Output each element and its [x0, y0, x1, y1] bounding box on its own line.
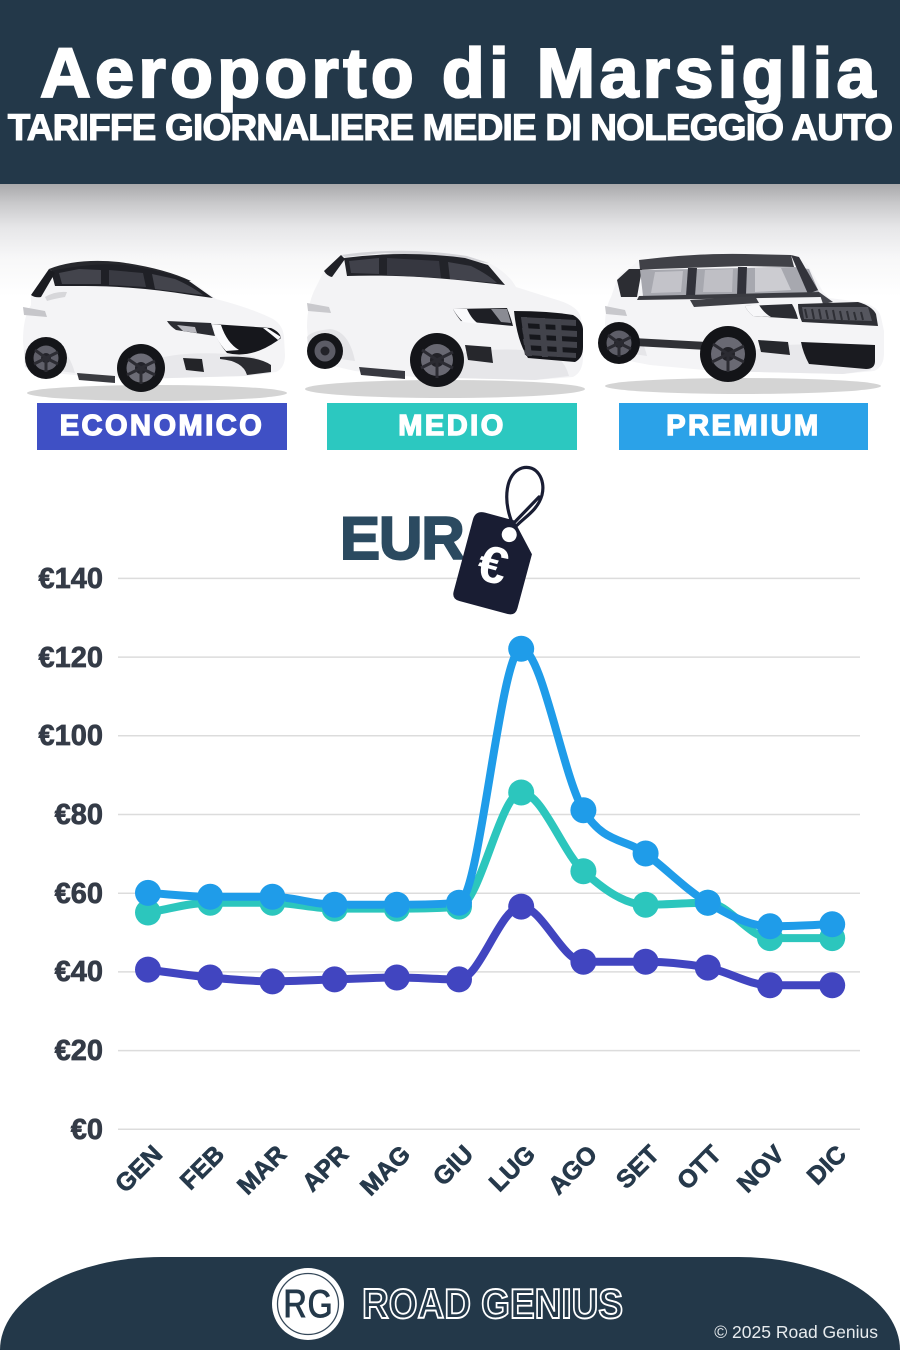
svg-text:GIU: GIU [428, 1140, 479, 1191]
svg-text:GEN: GEN [110, 1140, 168, 1198]
svg-text:€20: €20 [55, 1035, 103, 1067]
svg-text:OTT: OTT [672, 1140, 727, 1195]
svg-text:MAG: MAG [355, 1140, 416, 1201]
svg-text:RG: RG [283, 1280, 333, 1327]
svg-text:€100: €100 [38, 720, 103, 752]
svg-text:RG: RG [283, 1280, 333, 1327]
svg-text:MAR: MAR [232, 1140, 292, 1200]
svg-text:€40: €40 [55, 956, 103, 988]
svg-text:FEB: FEB [175, 1140, 230, 1195]
svg-text:APR: APR [297, 1140, 354, 1197]
svg-text:€0: €0 [71, 1114, 103, 1146]
svg-text:€80: €80 [55, 799, 103, 831]
svg-text:LUG: LUG [484, 1140, 541, 1197]
svg-text:NOV: NOV [732, 1140, 790, 1198]
svg-text:AGO: AGO [543, 1140, 603, 1200]
svg-text:€60: €60 [55, 878, 103, 910]
svg-text:SET: SET [611, 1140, 665, 1194]
svg-text:ROAD GENIUS: ROAD GENIUS [362, 1280, 623, 1327]
svg-text:€120: €120 [38, 642, 103, 674]
svg-text:DIC: DIC [802, 1140, 852, 1190]
svg-text:€140: €140 [38, 563, 103, 595]
